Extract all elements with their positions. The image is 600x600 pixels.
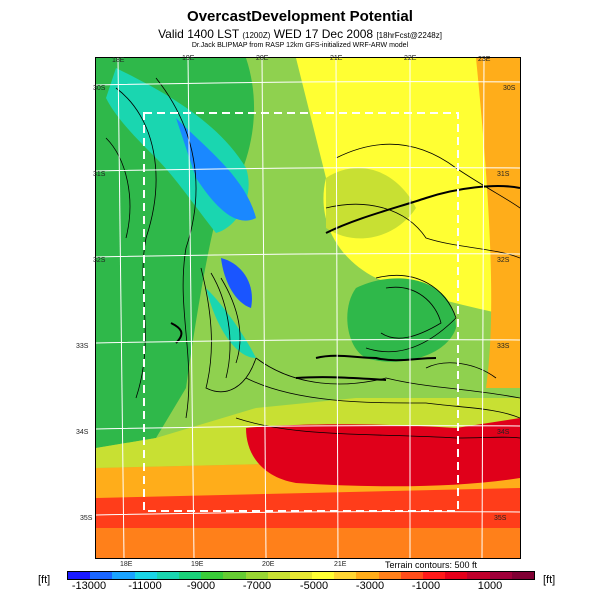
- colorbar-segment: [445, 572, 468, 579]
- forecast-run: [18hrFcst@2248z]: [376, 31, 442, 40]
- colorbar-segment: [112, 572, 136, 579]
- valid-date: WED 17 Dec 2008: [273, 27, 374, 41]
- major-contours: [170, 185, 520, 381]
- colorbar-unit-right: [ft]: [543, 574, 556, 586]
- lat-label-left-2: 32S: [93, 257, 106, 264]
- colorbar-segment: [378, 572, 402, 579]
- lon-label-top-1: 19E: [182, 55, 195, 62]
- graticule: [96, 58, 520, 558]
- lat-label-right-3: 33S: [497, 343, 510, 350]
- lon-label-bottom-2: 20E: [262, 561, 275, 568]
- colorbar-segment: [312, 572, 335, 579]
- colorbar-tick: -13000: [71, 580, 107, 592]
- field-yellow-ne: [296, 58, 520, 318]
- colorbar-segment: [489, 572, 513, 579]
- colorbar-tick: -3000: [355, 580, 385, 592]
- terrain-contours: [105, 77, 520, 439]
- colorbar-segment: [289, 572, 313, 579]
- lon-label-top-5: 23E: [478, 56, 491, 63]
- map-title: OvercastDevelopment Potential: [187, 8, 413, 25]
- lon-label-top-4: 22E: [404, 55, 417, 62]
- field-yellowgreen-n: [326, 168, 416, 239]
- colorbar-tick: -11000: [128, 580, 162, 592]
- colorbar-tick: -1000: [411, 580, 441, 592]
- utc-time: (1200Z): [242, 31, 271, 40]
- colorbar-tick: -9000: [186, 580, 216, 592]
- field-orange-edge: [96, 528, 520, 558]
- colorbar-segment: [423, 572, 446, 579]
- colorbar-segment: [356, 572, 380, 579]
- lon-label-top-0: 18E: [112, 57, 125, 64]
- map-subtitle: Valid 1400 LST (1200Z) WED 17 Dec 2008 […: [0, 27, 600, 41]
- lat-label-right-0: 30S: [503, 85, 516, 92]
- colorbar-segment: [467, 572, 491, 579]
- colorbar-segment: [267, 572, 291, 579]
- colorbar-tick: -7000: [242, 580, 272, 592]
- colorbar-segment: [68, 572, 91, 579]
- colorbar-segment: [334, 572, 357, 579]
- lon-label-bottom-1: 19E: [191, 561, 204, 568]
- lon-label-bottom-3: 21E: [334, 561, 347, 568]
- colorbar-tick: -5000: [299, 580, 329, 592]
- lon-label-top-3: 21E: [330, 55, 343, 62]
- colorbar-unit-left: [ft]: [38, 574, 51, 586]
- lat-label-left-3: 33S: [76, 343, 89, 350]
- lon-label-bottom-0: 18E: [120, 561, 133, 568]
- colorbar-segment: [223, 572, 247, 579]
- lat-label-right-1: 31S: [497, 171, 510, 178]
- inner-domain-boundary: [143, 112, 459, 512]
- forecast-map: [95, 57, 521, 559]
- field-green-swirl: [347, 278, 456, 362]
- colorbar-segment: [156, 572, 180, 579]
- colorbar-segment: [90, 572, 113, 579]
- lat-label-right-5: 35S: [494, 515, 507, 522]
- colorbar-segment: [201, 572, 224, 579]
- lat-label-left-4: 34S: [76, 429, 89, 436]
- model-credit: Dr.Jack BLIPMAP from RASP 12km GFS-initi…: [191, 42, 409, 49]
- colorbar-segment: [400, 572, 424, 579]
- lat-label-right-4: 34S: [497, 429, 510, 436]
- valid-time: Valid 1400 LST: [158, 27, 240, 41]
- colorbar-segment: [178, 572, 202, 579]
- field-red-core: [246, 418, 520, 487]
- colorbar-segment: [511, 572, 535, 579]
- colorbar: [67, 571, 535, 580]
- map-canvas: [96, 58, 520, 558]
- colorbar-tick: 1000: [477, 580, 503, 592]
- terrain-contour-note: Terrain contours: 500 ft: [385, 560, 478, 570]
- field-blue-core: [221, 258, 252, 308]
- lat-label-right-2: 32S: [497, 257, 510, 264]
- colorbar-segment: [134, 572, 158, 579]
- field-orange-east: [476, 58, 520, 388]
- lat-label-left-1: 31S: [93, 171, 106, 178]
- lon-label-top-2: 20E: [256, 55, 269, 62]
- colorbar-segment: [245, 572, 269, 579]
- lat-label-left-5: 35S: [80, 515, 93, 522]
- lat-label-left-0: 30S: [93, 85, 106, 92]
